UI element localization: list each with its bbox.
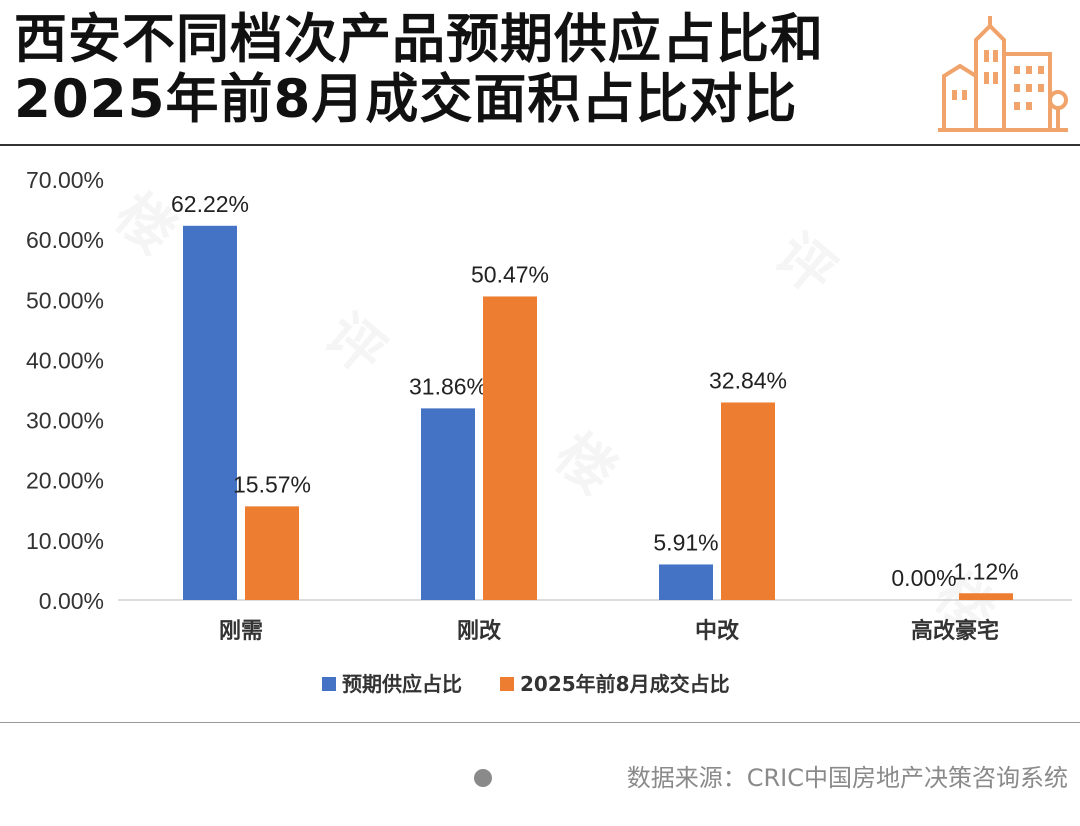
data-label: 5.91% bbox=[653, 529, 718, 555]
bar bbox=[959, 593, 1013, 600]
y-tick-label: 20.00% bbox=[26, 468, 104, 494]
y-tick-label: 10.00% bbox=[26, 528, 104, 554]
source-note: 数据来源：CRIC中国房地产决策咨询系统 bbox=[626, 764, 1068, 792]
category-label: 高改豪宅 bbox=[911, 618, 999, 644]
legend-label: 预期供应占比 bbox=[342, 672, 462, 696]
data-label: 62.22% bbox=[171, 191, 249, 217]
y-tick-label: 40.00% bbox=[26, 347, 104, 373]
category-label: 刚改 bbox=[457, 618, 502, 644]
data-label: 32.84% bbox=[709, 367, 787, 393]
category-label: 中改 bbox=[695, 618, 740, 644]
bullet-dot-icon bbox=[474, 769, 492, 787]
building-logo-icon bbox=[938, 16, 1068, 132]
category-label: 刚需 bbox=[219, 619, 263, 644]
legend-swatch bbox=[500, 677, 514, 691]
bar bbox=[245, 506, 299, 600]
data-label: 0.00% bbox=[891, 565, 956, 591]
legend-label: 2025年前8月成交占比 bbox=[520, 672, 730, 696]
bar-chart: 0.00% 10.00% 20.00% 30.00% 40.00% 50.00% 60.00… bbox=[26, 167, 1072, 696]
y-tick-label: 70.00% bbox=[26, 167, 104, 193]
bar bbox=[721, 402, 775, 600]
y-tick-label: 0.00% bbox=[39, 588, 104, 614]
data-label: 15.57% bbox=[233, 471, 311, 497]
data-label: 1.12% bbox=[953, 558, 1018, 584]
y-tick-label: 30.00% bbox=[26, 408, 104, 434]
bar bbox=[421, 408, 475, 600]
y-tick-label: 50.00% bbox=[26, 287, 104, 313]
data-label: 50.47% bbox=[471, 261, 549, 287]
bar bbox=[483, 296, 537, 600]
footer-divider bbox=[0, 722, 1080, 723]
chart-title: 西安不同档次产品预期供应占比和 2025年前8月成交面积占比对比 bbox=[14, 10, 934, 130]
data-label: 31.86% bbox=[409, 373, 487, 399]
title-divider bbox=[0, 144, 1080, 146]
legend-swatch bbox=[322, 677, 336, 691]
y-tick-label: 60.00% bbox=[26, 227, 104, 253]
bar bbox=[659, 564, 713, 600]
bar bbox=[183, 225, 237, 600]
title-line-1: 西安不同档次产品预期供应占比和 bbox=[14, 9, 824, 70]
title-line-2: 2025年前8月成交面积占比对比 bbox=[14, 69, 798, 130]
